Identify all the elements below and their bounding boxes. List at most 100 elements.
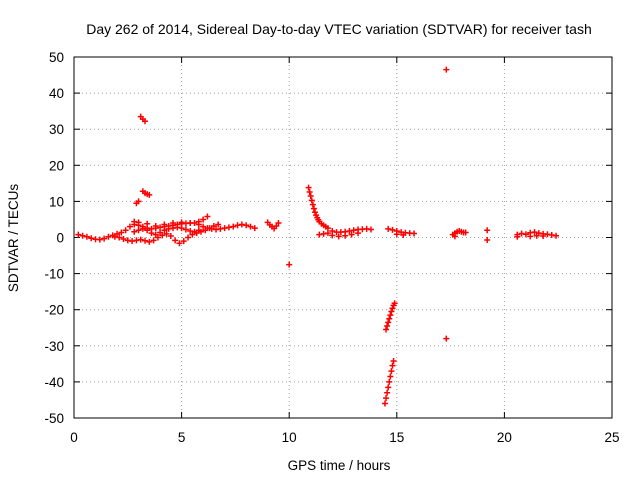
data-point <box>384 322 391 329</box>
data-point <box>386 378 393 385</box>
data-point <box>307 192 314 199</box>
data-point <box>142 118 149 125</box>
data-point <box>178 225 185 232</box>
data-point <box>388 368 395 375</box>
data-point <box>169 220 176 227</box>
data-point <box>484 227 491 234</box>
data-point <box>144 220 151 227</box>
data-point <box>383 326 390 333</box>
data-point <box>163 230 170 237</box>
data-point <box>324 225 331 232</box>
data-point <box>83 233 90 240</box>
data-point <box>150 237 157 244</box>
data-point <box>385 384 392 391</box>
data-point <box>139 225 146 232</box>
data-point <box>286 261 293 268</box>
y-tick-label: -50 <box>44 411 64 426</box>
data-point <box>389 362 396 369</box>
data-point <box>443 66 450 73</box>
data-point <box>161 221 168 228</box>
y-tick-label: -10 <box>44 267 64 282</box>
data-point <box>540 233 547 240</box>
data-point <box>105 233 112 240</box>
y-tick-label: -30 <box>44 339 64 354</box>
data-point <box>329 232 336 239</box>
data-point <box>553 232 560 239</box>
data-point <box>342 232 349 239</box>
data-point <box>451 233 458 240</box>
data-point <box>443 335 450 342</box>
data-point <box>195 218 202 225</box>
data-point <box>126 223 133 230</box>
x-tick-label: 20 <box>497 430 512 445</box>
chart-title: Day 262 of 2014, Sidereal Day-to-day VTE… <box>86 21 592 37</box>
data-point <box>385 225 392 232</box>
data-point <box>522 231 529 238</box>
x-axis-label: GPS time / hours <box>288 458 391 473</box>
data-point <box>161 227 168 234</box>
data-point <box>152 231 159 238</box>
y-tick-label: 30 <box>49 122 64 137</box>
data-point <box>206 225 213 232</box>
data-point <box>386 315 393 322</box>
x-tick-label: 15 <box>389 430 404 445</box>
data-point <box>215 221 222 228</box>
data-point <box>388 308 395 315</box>
data-point <box>310 205 317 212</box>
data-point <box>167 233 174 240</box>
data-point <box>118 229 125 236</box>
x-tick-label: 10 <box>282 430 297 445</box>
data-point <box>390 357 397 364</box>
data-point <box>180 238 187 245</box>
data-point <box>142 237 149 244</box>
data-point <box>202 227 209 234</box>
data-point <box>348 231 355 238</box>
data-point <box>135 219 142 226</box>
data-point <box>247 223 254 230</box>
data-point <box>195 227 202 234</box>
y-axis-label: SDTVAR / TECUs <box>6 184 21 293</box>
data-point <box>400 231 407 238</box>
data-point <box>243 222 250 229</box>
data-point <box>305 184 312 191</box>
x-tick-label: 25 <box>604 430 619 445</box>
data-point <box>275 220 282 227</box>
y-tick-label: 10 <box>49 194 64 209</box>
data-point <box>367 226 374 233</box>
data-point <box>135 198 142 205</box>
data-point <box>144 227 151 234</box>
data-point <box>137 236 144 243</box>
data-point <box>146 191 153 198</box>
data-point <box>387 373 394 380</box>
data-point <box>116 234 123 241</box>
data-point <box>385 319 392 326</box>
y-tick-label: 0 <box>56 231 64 246</box>
data-point <box>383 395 390 402</box>
data-point <box>381 400 388 407</box>
data-point <box>176 240 183 247</box>
data-point <box>182 226 189 233</box>
data-point <box>146 238 153 245</box>
data-point <box>75 231 82 238</box>
x-tick-label: 5 <box>178 430 186 445</box>
data-point <box>527 233 534 240</box>
data-point <box>157 229 164 236</box>
data-point <box>96 236 103 243</box>
data-point <box>391 300 398 307</box>
data-point <box>178 219 185 226</box>
data-point <box>79 232 86 239</box>
data-point <box>306 189 313 196</box>
axis-ticks: 0 5 10 15 20 25 -50 -40 -30 -20 -10 0 10 20 30 40 50 <box>44 50 619 445</box>
data-point <box>309 201 316 208</box>
data-point <box>120 235 127 242</box>
data-point <box>251 225 258 232</box>
data-point <box>148 230 155 237</box>
data-point <box>101 235 108 242</box>
data-point <box>172 237 179 244</box>
data-point <box>312 209 319 216</box>
data-point <box>200 216 207 223</box>
data-point <box>131 228 138 235</box>
data-point <box>185 234 192 241</box>
data-point <box>152 222 159 229</box>
